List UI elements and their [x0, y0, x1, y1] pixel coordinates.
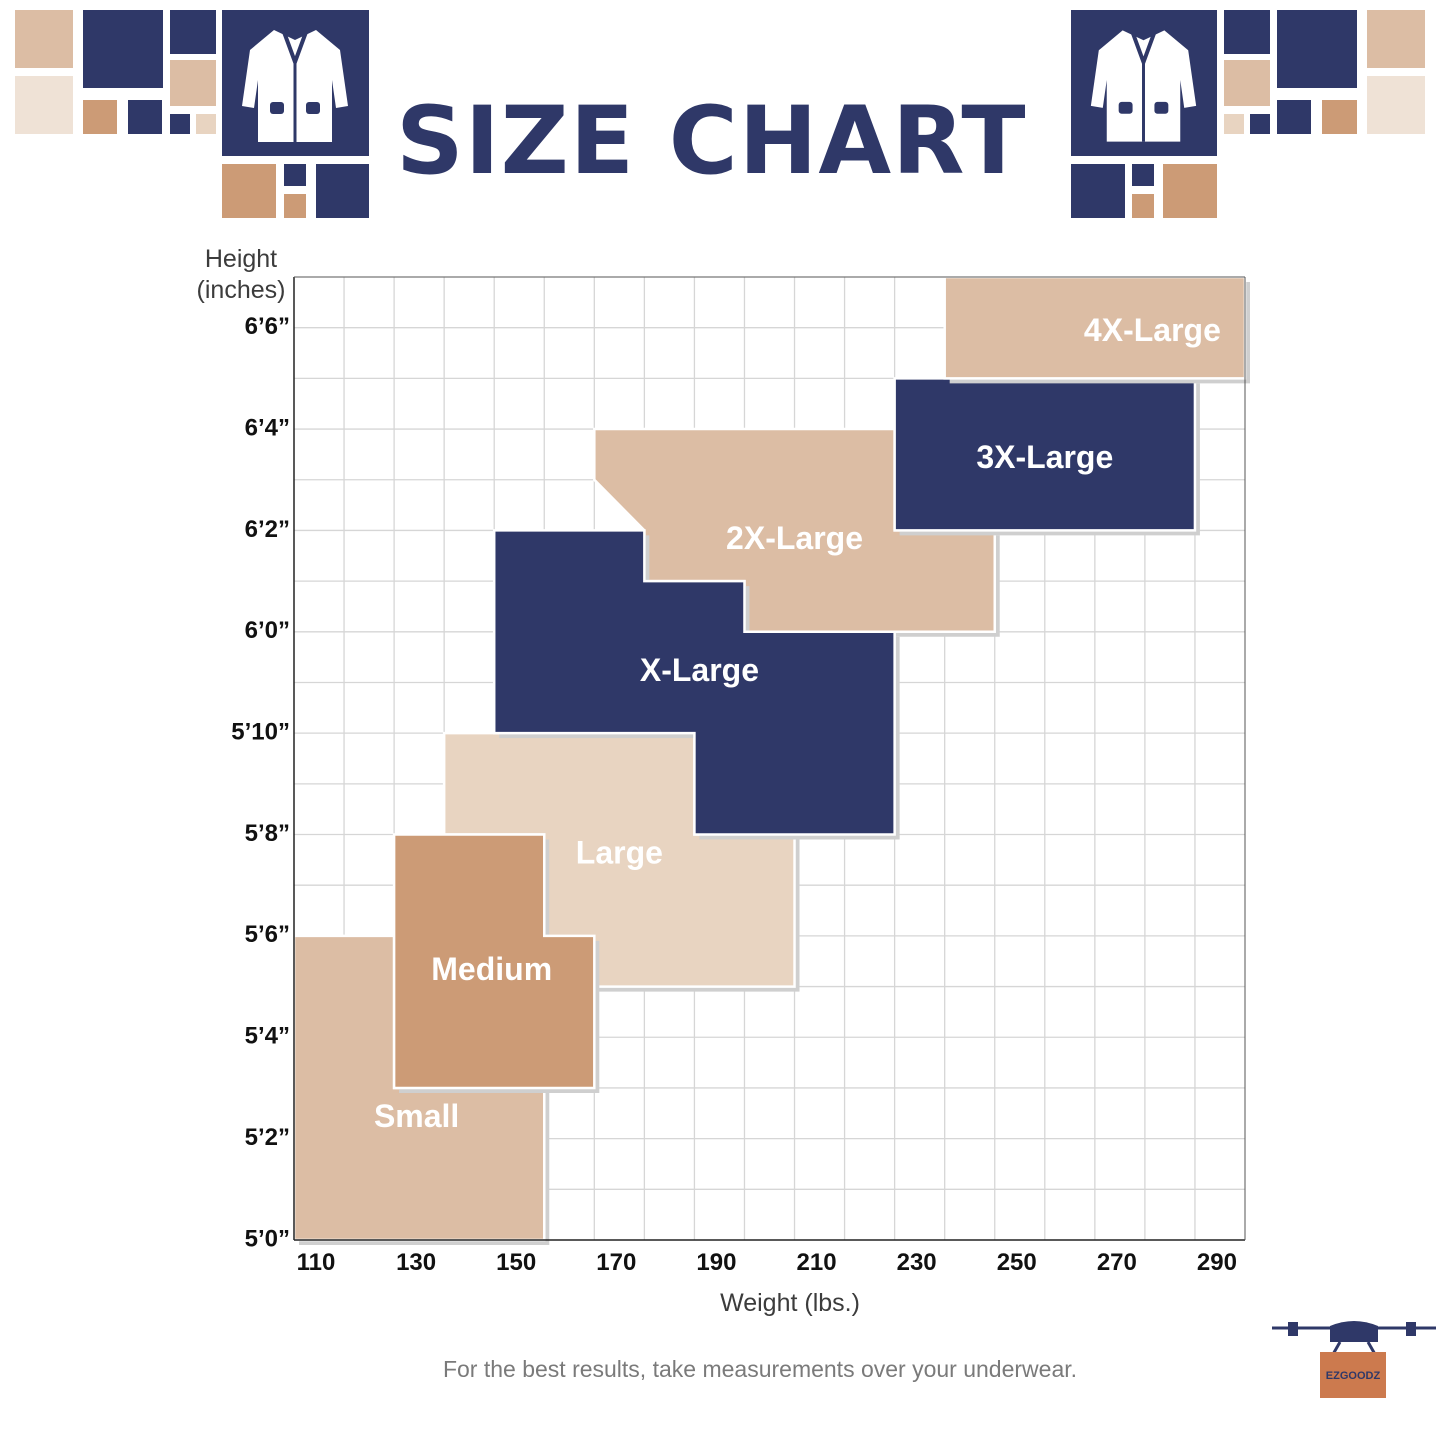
- x-tick-label: 130: [396, 1249, 436, 1276]
- y-tick-label: 5’0”: [245, 1225, 290, 1252]
- size-regions: [292, 275, 1250, 1245]
- x-tick-label: 210: [797, 1249, 837, 1276]
- deco-tile: [222, 164, 276, 218]
- deco-tile: [1277, 100, 1311, 134]
- brand-logo-text: EZGOODZ: [1326, 1370, 1381, 1382]
- x-tick-label: 270: [1097, 1249, 1137, 1276]
- x-tick-label: 170: [596, 1249, 636, 1276]
- footnote: For the best results, take measurements …: [442, 1356, 1078, 1382]
- x-tick-label: 190: [696, 1249, 736, 1276]
- y-axis-title: Height (inches): [196, 245, 286, 304]
- deco-tile: [1367, 76, 1425, 134]
- brand-logo: EZGOODZ: [1268, 1316, 1440, 1406]
- x-tick-label: 250: [997, 1249, 1037, 1276]
- deco-tile: [316, 164, 369, 218]
- size-label-2x-large: 2X-Large: [726, 520, 863, 556]
- deco-tile: [83, 100, 117, 134]
- deco-tile: [1224, 114, 1244, 134]
- size-labels: Small Large Medium 2X-Large X-Large 3X-Large 4…: [374, 312, 1221, 1134]
- deco-tile: [83, 10, 163, 88]
- axis-ticks: 5’0” 5’2” 5’4” 5’6” 5’8” 5’10” 6’0” 6’2” 6’4” 6’6…: [231, 313, 1237, 1276]
- y-tick-label: 6’0”: [245, 617, 290, 644]
- y-tick-label: 5’10”: [231, 719, 290, 746]
- y-tick-label: 5’4”: [245, 1023, 290, 1050]
- deco-tile: [170, 10, 216, 54]
- size-label-3x-large: 3X-Large: [976, 439, 1113, 475]
- chart-frame: [293, 276, 1246, 1241]
- y-tick-label: 5’8”: [245, 820, 290, 847]
- y-tick-label: 6’6”: [245, 313, 290, 340]
- x-tick-label: 230: [897, 1249, 937, 1276]
- deco-tile: [284, 194, 306, 218]
- deco-tile: [1277, 10, 1357, 88]
- size-label-large: Large: [576, 834, 663, 870]
- deco-tile: [196, 114, 216, 134]
- deco-tile: [284, 164, 306, 186]
- lab-coat-icon: [222, 10, 369, 156]
- deco-tile: [1250, 114, 1270, 134]
- deco-tile: [1224, 10, 1270, 54]
- deco-tile: [1367, 10, 1425, 68]
- size-label-4x-large: 4X-Large: [1084, 312, 1221, 348]
- deco-tile: [1132, 194, 1154, 218]
- deco-tile: [15, 10, 73, 68]
- lab-coat-icon: [1071, 10, 1217, 156]
- size-label-medium: Medium: [431, 951, 552, 987]
- y-tick-label: 6’2”: [245, 516, 290, 543]
- page-title: SIZE CHART: [396, 87, 1027, 196]
- deco-tile: [1132, 164, 1154, 186]
- drone-icon: EZGOODZ: [1272, 1321, 1436, 1398]
- deco-tile: [1163, 164, 1217, 218]
- deco-tile: [1071, 164, 1125, 218]
- size-region-medium: [392, 833, 596, 1090]
- deco-tile: [128, 100, 162, 134]
- y-tick-label: 5’6”: [245, 921, 290, 948]
- x-tick-label: 110: [297, 1249, 336, 1276]
- size-region-x-large: [492, 529, 896, 836]
- size-label-small: Small: [374, 1098, 459, 1134]
- x-tick-label: 290: [1197, 1249, 1237, 1276]
- deco-tile: [170, 60, 216, 106]
- size-label-x-large: X-Large: [640, 652, 759, 688]
- y-tick-label: 6’4”: [245, 414, 290, 441]
- deco-tile: [1322, 100, 1357, 134]
- x-axis-title: Weight (lbs.): [720, 1289, 860, 1317]
- x-tick-label: 150: [496, 1249, 536, 1276]
- deco-tile: [1224, 60, 1270, 106]
- deco-tile: [170, 114, 190, 134]
- y-tick-label: 5’2”: [245, 1124, 290, 1151]
- deco-tile: [15, 76, 73, 134]
